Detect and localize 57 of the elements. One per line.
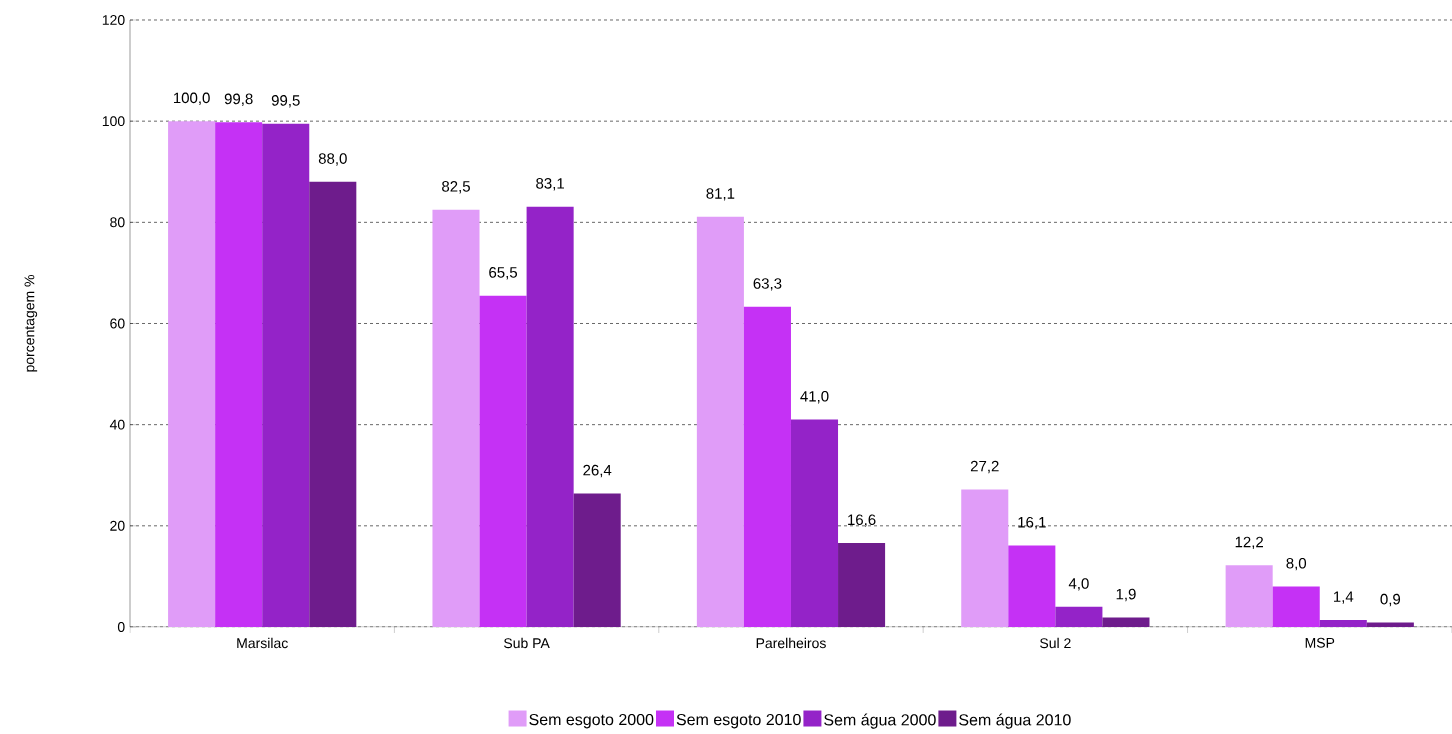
x-tick-label: Sub PA <box>504 637 550 649</box>
bar <box>1366 622 1414 627</box>
data-label: 27,2 <box>970 460 999 474</box>
data-label: 4,0 <box>1068 578 1089 591</box>
legend-label: Sem esgoto 2010 <box>676 713 801 729</box>
data-label: 8,0 <box>1286 557 1307 571</box>
legend-label: Sem água 2000 <box>824 713 936 729</box>
bar <box>309 181 357 627</box>
y-tick-label: 40 <box>109 419 125 430</box>
data-label: 16,1 <box>1018 516 1046 530</box>
data-label: 63,3 <box>753 278 782 291</box>
bar <box>262 123 310 627</box>
data-label: 82,5 <box>442 181 470 194</box>
data-label: 0,9 <box>1380 593 1401 607</box>
y-tick-label: 100 <box>102 116 125 127</box>
data-label: 99,8 <box>224 93 253 106</box>
data-label: 41,0 <box>800 391 829 404</box>
bar <box>1225 565 1273 627</box>
bar <box>1008 545 1056 627</box>
bar <box>838 543 886 627</box>
data-label: 26,4 <box>583 464 612 478</box>
bar <box>1055 606 1103 627</box>
y-tick-label: 120 <box>102 15 125 25</box>
y-tick-label: 80 <box>110 217 125 228</box>
bar <box>1272 586 1320 627</box>
bar <box>1102 617 1150 627</box>
legend-label: Sem água 2010 <box>959 713 1071 729</box>
bar <box>479 295 527 627</box>
y-tick-label: 0 <box>117 622 125 632</box>
bar <box>790 419 839 627</box>
data-label: 88,0 <box>318 153 347 166</box>
x-tick-label: MSP <box>1305 637 1335 648</box>
bar <box>215 122 263 627</box>
bar <box>573 493 621 627</box>
bar <box>526 206 574 627</box>
data-label: 99,5 <box>271 95 300 108</box>
x-tick-label: Parelheiros <box>756 637 826 649</box>
data-label: 1,4 <box>1334 591 1354 604</box>
bar <box>743 306 791 627</box>
y-tick-label: 60 <box>110 318 125 329</box>
data-label: 12,2 <box>1235 536 1263 550</box>
data-label: 81,1 <box>706 188 735 201</box>
data-label: 1,9 <box>1116 588 1136 602</box>
y-tick-label: 20 <box>110 520 125 531</box>
data-label: 16,6 <box>848 514 876 527</box>
x-tick-label: Sul 2 <box>1040 637 1071 649</box>
data-label: 83,1 <box>536 178 564 191</box>
bar <box>168 121 216 627</box>
data-label: 65,5 <box>489 267 518 280</box>
bar <box>1319 619 1367 627</box>
y-axis-title: porcentagem % <box>24 274 38 372</box>
bar <box>696 216 744 627</box>
bar <box>432 209 480 627</box>
data-label: 100,0 <box>173 92 210 105</box>
x-tick-label: Marsilac <box>237 637 288 649</box>
bar <box>961 489 1009 627</box>
legend-label: Sem esgoto 2000 <box>529 713 654 729</box>
